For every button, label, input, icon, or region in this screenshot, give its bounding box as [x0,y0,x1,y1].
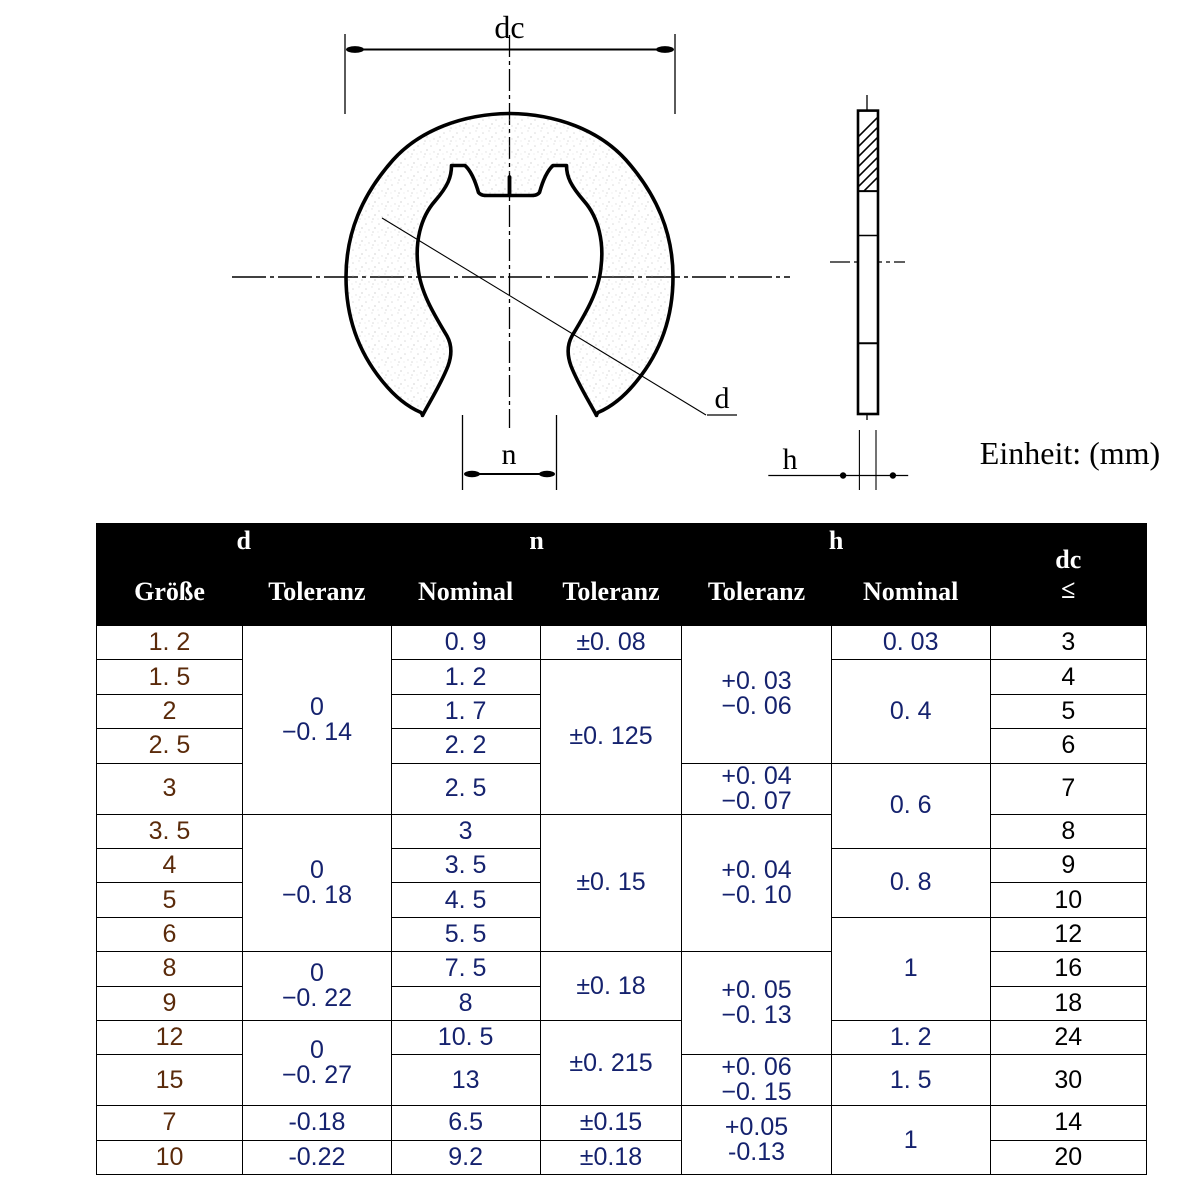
svg-text:d: d [715,382,730,415]
svg-text:dc: dc [494,9,524,45]
svg-text:n: n [502,438,517,471]
svg-text:h: h [783,443,798,476]
svg-text:Einheit: (mm): Einheit: (mm) [980,435,1160,471]
